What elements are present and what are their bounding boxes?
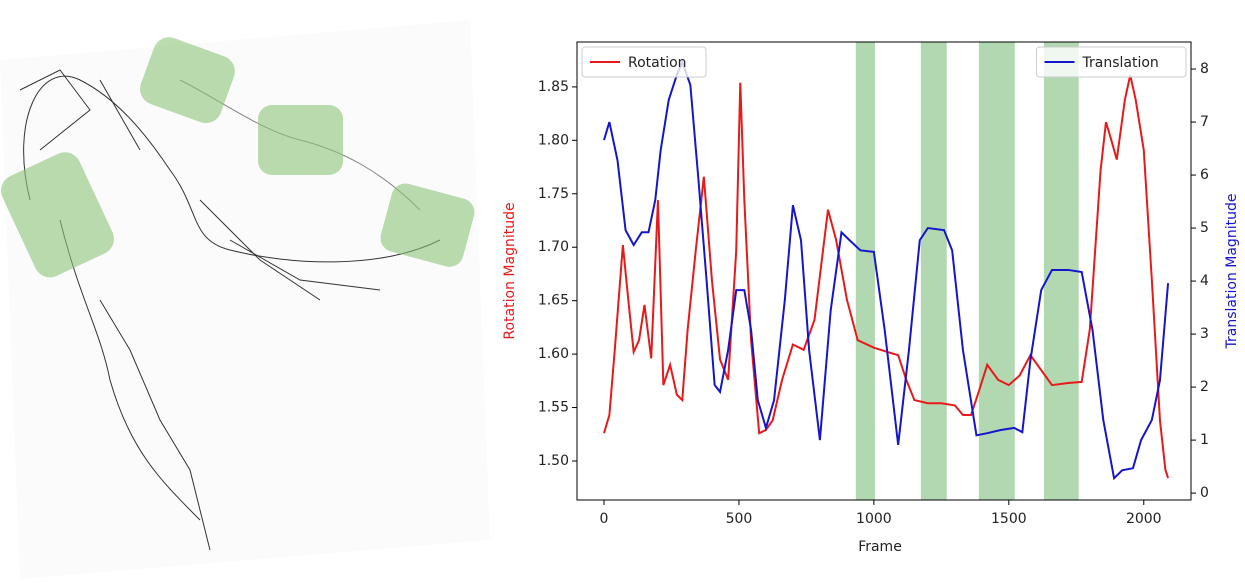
camera-path (23, 75, 441, 521)
y-tick-label: 1.55 (538, 400, 569, 416)
y-tick-label: 1.50 (538, 453, 569, 469)
legend-label: Translation (1082, 55, 1159, 71)
x-tick-label: 2000 (1126, 511, 1162, 527)
y-tick-label: 1.65 (538, 293, 569, 309)
y2-tick-label: 5 (1200, 220, 1209, 236)
legend-label: Rotation (628, 55, 687, 71)
highlight-span (920, 42, 947, 500)
y2-tick-label: 6 (1200, 167, 1209, 183)
x-axis-label: Frame (858, 539, 902, 555)
plot-frame (576, 41, 1192, 501)
y2-tick-label: 7 (1200, 114, 1209, 130)
highlight-span (855, 42, 875, 500)
y-tick-label: 1.80 (538, 132, 569, 148)
y2-tick-label: 1 (1200, 432, 1209, 448)
highlight (380, 183, 475, 267)
y-tick-label: 1.60 (538, 346, 569, 362)
y-tick-label: 1.70 (538, 239, 569, 255)
x-tick-label: 1500 (991, 511, 1027, 527)
y-tick-label: 1.85 (538, 79, 569, 95)
y2-axis-label: Translation Magnitude (1224, 194, 1240, 350)
y-tick-label: 1.75 (538, 186, 569, 202)
camera-frustums (19, 69, 381, 551)
render-background (0, 20, 490, 579)
highlight (140, 37, 235, 124)
y2-tick-label: 2 (1200, 379, 1209, 395)
series-line (603, 74, 1170, 479)
x-tick-label: 0 (600, 511, 609, 527)
y-axis-label: Rotation Magnitude (502, 202, 518, 339)
y2-tick-label: 8 (1200, 61, 1209, 77)
x-tick-label: 500 (726, 511, 753, 527)
legend-box (1036, 46, 1187, 78)
highlight (258, 105, 343, 175)
series-line (603, 59, 1170, 481)
highlight (0, 152, 114, 278)
trajectory-illustration (0, 20, 490, 579)
y2-tick-label: 0 (1200, 485, 1209, 501)
x-tick-label: 1000 (856, 511, 892, 527)
y2-tick-label: 3 (1200, 326, 1209, 342)
y2-tick-label: 4 (1200, 273, 1209, 289)
highlight-span (978, 42, 1015, 500)
legend-box (581, 46, 707, 78)
